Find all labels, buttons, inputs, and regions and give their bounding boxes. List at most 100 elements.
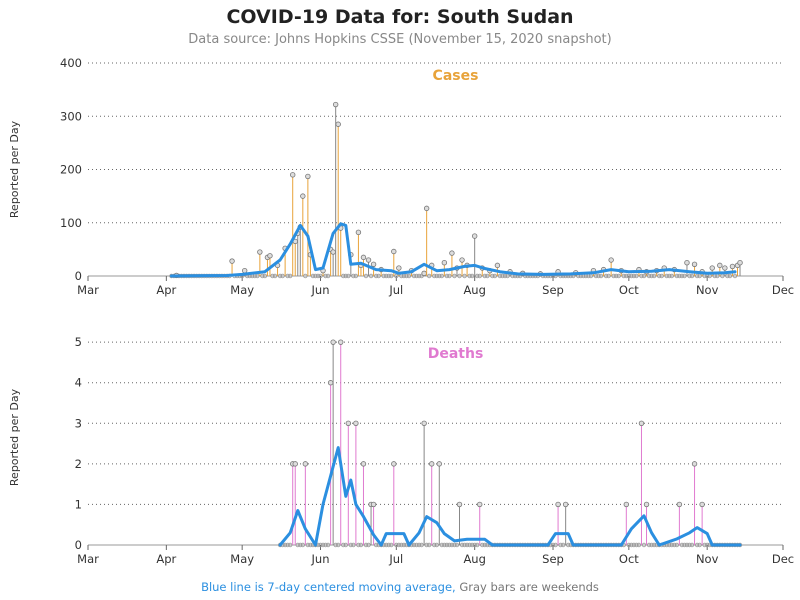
spike-point xyxy=(330,339,336,345)
zero-marker xyxy=(406,273,412,279)
zero-marker xyxy=(656,273,662,279)
y-tick-label: 100 xyxy=(60,216,82,230)
zero-marker xyxy=(444,273,450,279)
footnote-weekend-note: Gray bars are weekends xyxy=(459,580,599,594)
zero-marker xyxy=(282,542,288,548)
zero-marker xyxy=(565,542,571,548)
zero-marker xyxy=(490,273,495,279)
zero-marker xyxy=(260,273,265,279)
spike-point xyxy=(638,420,645,427)
zero-marker xyxy=(727,273,733,279)
x-tick-label: May xyxy=(230,283,254,297)
zero-marker xyxy=(659,273,664,279)
zero-marker xyxy=(348,542,354,548)
panel-title: Cases xyxy=(433,68,479,84)
y-tick-label: 5 xyxy=(75,335,82,349)
zero-marker xyxy=(315,273,321,279)
zero-marker xyxy=(298,542,303,548)
x-tick-label: Jul xyxy=(388,283,403,297)
x-tick-label: Oct xyxy=(619,552,639,566)
y-axis-label: Reported per Day xyxy=(8,120,21,218)
zero-marker xyxy=(616,273,621,279)
y-tick-label: 300 xyxy=(60,109,82,123)
zero-marker xyxy=(373,542,379,548)
zero-marker xyxy=(684,542,690,548)
zero-marker xyxy=(550,542,556,548)
zero-marker xyxy=(426,273,432,279)
spike-point xyxy=(332,101,339,108)
spike-point xyxy=(623,501,630,508)
zero-marker xyxy=(649,273,654,279)
y-tick-label: 2 xyxy=(75,457,82,471)
zero-marker xyxy=(651,273,657,279)
zero-marker xyxy=(492,273,498,279)
zero-marker xyxy=(285,273,290,279)
y-tick-label: 200 xyxy=(60,163,82,177)
zero-marker xyxy=(401,273,407,279)
zero-marker xyxy=(459,542,465,548)
zero-marker xyxy=(277,273,283,279)
spike-point xyxy=(338,339,344,345)
zero-marker xyxy=(482,273,487,279)
zero-marker xyxy=(447,273,452,279)
spike-point xyxy=(449,250,455,256)
zero-marker xyxy=(363,542,369,548)
zero-marker xyxy=(646,273,652,279)
zero-marker xyxy=(702,542,707,548)
zero-marker xyxy=(363,273,369,279)
zero-marker xyxy=(694,273,700,279)
spike-point xyxy=(722,265,728,271)
zero-marker xyxy=(272,273,278,279)
spike-point xyxy=(429,461,435,467)
zero-marker xyxy=(626,273,632,279)
zero-marker xyxy=(399,542,404,548)
zero-marker xyxy=(454,542,460,548)
zero-marker xyxy=(381,273,386,279)
spike-point xyxy=(355,229,362,236)
zero-marker xyxy=(255,273,260,279)
zero-marker xyxy=(646,542,652,548)
zero-marker xyxy=(325,542,331,548)
y-tick-label: 400 xyxy=(60,56,82,70)
y-axis-label: Reported per Day xyxy=(8,388,21,486)
spike-point xyxy=(441,259,448,266)
zero-marker xyxy=(651,542,657,548)
y-tick-label: 4 xyxy=(75,376,82,390)
zero-marker xyxy=(351,273,356,279)
zero-marker xyxy=(469,542,475,548)
zero-marker xyxy=(697,273,702,279)
x-tick-label: Nov xyxy=(696,283,719,297)
zero-marker xyxy=(320,542,326,548)
zero-marker xyxy=(432,542,437,548)
zero-marker xyxy=(318,542,323,548)
deaths-panel: 0 1 2 3 4 5 Mar Apr May Jun Jul Aug Sep Oct Nov Dec Repo… xyxy=(8,335,794,566)
spike-point xyxy=(421,420,427,427)
zero-marker xyxy=(262,273,268,279)
spike-point xyxy=(471,233,478,239)
zero-marker xyxy=(394,542,399,548)
zero-marker xyxy=(634,542,639,548)
footnote-average-note: Blue line is 7-day centered moving avera… xyxy=(201,580,456,594)
zero-marker xyxy=(682,273,687,279)
zero-marker xyxy=(603,273,609,279)
chart-title: COVID-19 Data for: South Sudan xyxy=(226,6,574,28)
zero-marker xyxy=(674,273,680,279)
zero-marker xyxy=(664,273,669,279)
zero-marker xyxy=(419,542,424,548)
x-tick-label: Dec xyxy=(772,552,794,566)
x-tick-label: Mar xyxy=(77,283,99,297)
zero-marker xyxy=(467,273,472,279)
zero-marker xyxy=(553,542,558,548)
spike-point xyxy=(456,501,463,508)
zero-marker xyxy=(389,542,394,548)
spike-point xyxy=(391,248,397,255)
spike-point xyxy=(360,254,367,261)
zero-marker xyxy=(396,542,402,548)
zero-marker xyxy=(346,273,351,279)
spike-point xyxy=(608,257,614,263)
zero-marker xyxy=(270,273,275,279)
spike-point xyxy=(241,267,248,274)
zero-marker xyxy=(449,542,455,548)
zero-marker xyxy=(411,273,417,279)
spike-point xyxy=(370,501,377,508)
